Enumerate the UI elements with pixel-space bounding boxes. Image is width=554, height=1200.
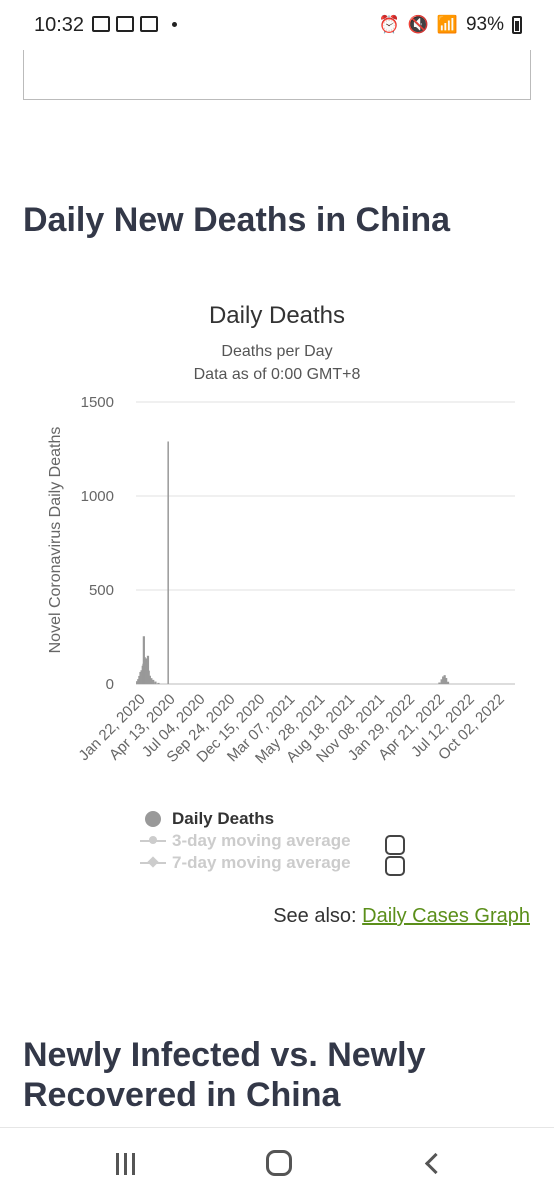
notification-icons: [92, 16, 177, 32]
bar[interactable]: [146, 655, 150, 684]
bar[interactable]: [440, 679, 443, 684]
previous-chart-container: [23, 50, 531, 100]
y-tick-label: 1000: [81, 488, 114, 505]
android-nav-bar: [0, 1127, 554, 1200]
home-icon[interactable]: [266, 1150, 292, 1176]
bar[interactable]: [438, 682, 441, 684]
bar[interactable]: [445, 677, 448, 684]
line-diamond-marker-icon: [140, 862, 166, 864]
legend-label: 7-day moving average: [172, 853, 351, 872]
recent-apps-icon[interactable]: [110, 1150, 140, 1178]
daily-deaths-chart[interactable]: Daily Deaths Deaths per Day Data as of 0…: [0, 290, 554, 890]
see-also: See also: Daily Cases Graph: [273, 905, 530, 928]
mail-icon: [92, 16, 110, 32]
line-circle-marker-icon: [140, 836, 166, 844]
y-tick-label: 1500: [81, 394, 114, 411]
gallery-icon: [140, 16, 158, 32]
wifi-icon: 📶: [436, 15, 458, 34]
bar[interactable]: [138, 675, 141, 684]
bar[interactable]: [150, 678, 153, 684]
bar[interactable]: [136, 681, 139, 684]
legend-7-day-average[interactable]: 7-day moving average: [138, 852, 438, 874]
bar[interactable]: [152, 679, 155, 684]
see-also-prefix: See also:: [273, 905, 363, 927]
daily-cases-graph-link[interactable]: Daily Cases Graph: [362, 905, 530, 927]
youtube-icon: [116, 16, 134, 32]
status-bar: 10:32 ⏰ 🔇 📶 93%: [0, 0, 554, 52]
legend-label: Daily Deaths: [172, 809, 275, 828]
legend-3-day-average[interactable]: 3-day moving average: [138, 830, 438, 852]
bar[interactable]: [137, 679, 140, 684]
y-axis-label: Novel Coronavirus Daily Deaths: [47, 427, 64, 654]
bar[interactable]: [147, 670, 150, 684]
back-icon[interactable]: [422, 1150, 446, 1178]
battery-icon: [512, 16, 522, 34]
bar[interactable]: [157, 682, 160, 684]
chart-subtitle-2: Data as of 0:00 GMT+8: [194, 366, 361, 383]
chart-title: Daily Deaths: [209, 302, 345, 329]
checkbox-3-day-average[interactable]: [385, 835, 405, 855]
y-tick-label: 0: [106, 676, 114, 693]
mute-icon: 🔇: [407, 15, 429, 34]
bar[interactable]: [154, 681, 157, 684]
bar[interactable]: [140, 670, 143, 684]
section-title-daily-deaths: Daily New Deaths in China: [23, 201, 450, 239]
section-title-infected-vs-recovered: Newly Infected vs. Newly Recovered in Ch…: [23, 1036, 426, 1114]
circle-marker-icon: [145, 811, 161, 827]
chart-svg[interactable]: Daily Deaths Deaths per Day Data as of 0…: [0, 290, 554, 810]
legend-daily-deaths[interactable]: Daily Deaths: [138, 808, 438, 830]
bar[interactable]: [442, 676, 445, 684]
more-notifications-icon: [172, 21, 177, 27]
bar[interactable]: [145, 661, 148, 684]
checkbox-7-day-average[interactable]: [385, 856, 405, 876]
chart-subtitle-1: Deaths per Day: [221, 343, 332, 360]
bar[interactable]: [139, 671, 142, 684]
status-time: 10:32: [34, 14, 85, 36]
legend-label: 3-day moving average: [172, 831, 351, 850]
alarm-icon: ⏰: [378, 15, 400, 34]
y-tick-label: 500: [89, 582, 114, 599]
bar[interactable]: [167, 441, 169, 684]
bar[interactable]: [148, 675, 151, 684]
battery-percent: 93%: [465, 14, 504, 35]
bar[interactable]: [443, 675, 446, 684]
bar[interactable]: [446, 681, 450, 684]
system-icons: ⏰ 🔇 📶 93%: [378, 14, 522, 36]
chart-legend: Daily Deaths 3-day moving average 7-day …: [138, 808, 438, 874]
